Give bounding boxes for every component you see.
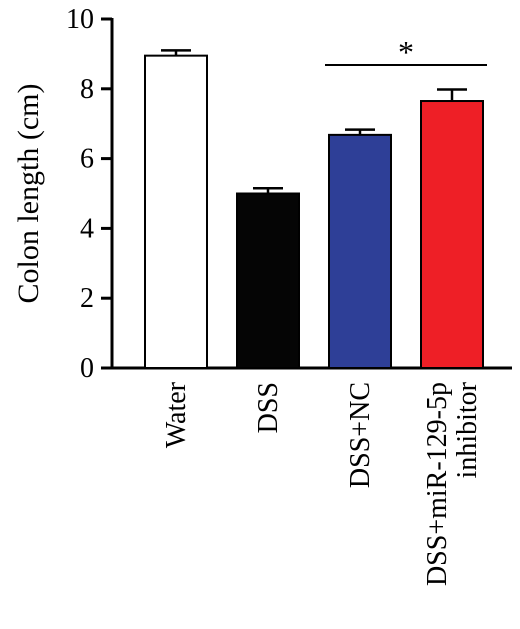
bar	[144, 54, 208, 370]
x-tick-label: inhibitor	[452, 381, 483, 478]
bar	[420, 100, 484, 369]
error-bars	[161, 49, 467, 194]
y-tick-label: 2	[80, 283, 94, 314]
x-tick-label: DSS+NC	[345, 382, 376, 488]
bar	[236, 192, 300, 369]
y-tick-label: 6	[80, 144, 94, 175]
bars	[144, 54, 484, 370]
y-tick-label: 0	[80, 353, 94, 384]
y-tick-label: 4	[80, 213, 94, 244]
significance-label: *	[398, 34, 414, 70]
x-tick-labels: Water DSS DSS+NC DSS+miR-129-5p inhibitor	[161, 381, 483, 586]
y-tick-label: 10	[66, 4, 94, 35]
x-tick-label: Water	[161, 381, 192, 448]
bar	[328, 133, 392, 369]
x-tick-label: DSS+miR-129-5p	[422, 382, 453, 586]
y-tick-label: 8	[80, 74, 94, 105]
significance-annotations: *	[325, 34, 487, 70]
x-tick-label: DSS	[253, 382, 284, 433]
y-axis-label: Colon length (cm)	[12, 84, 45, 304]
